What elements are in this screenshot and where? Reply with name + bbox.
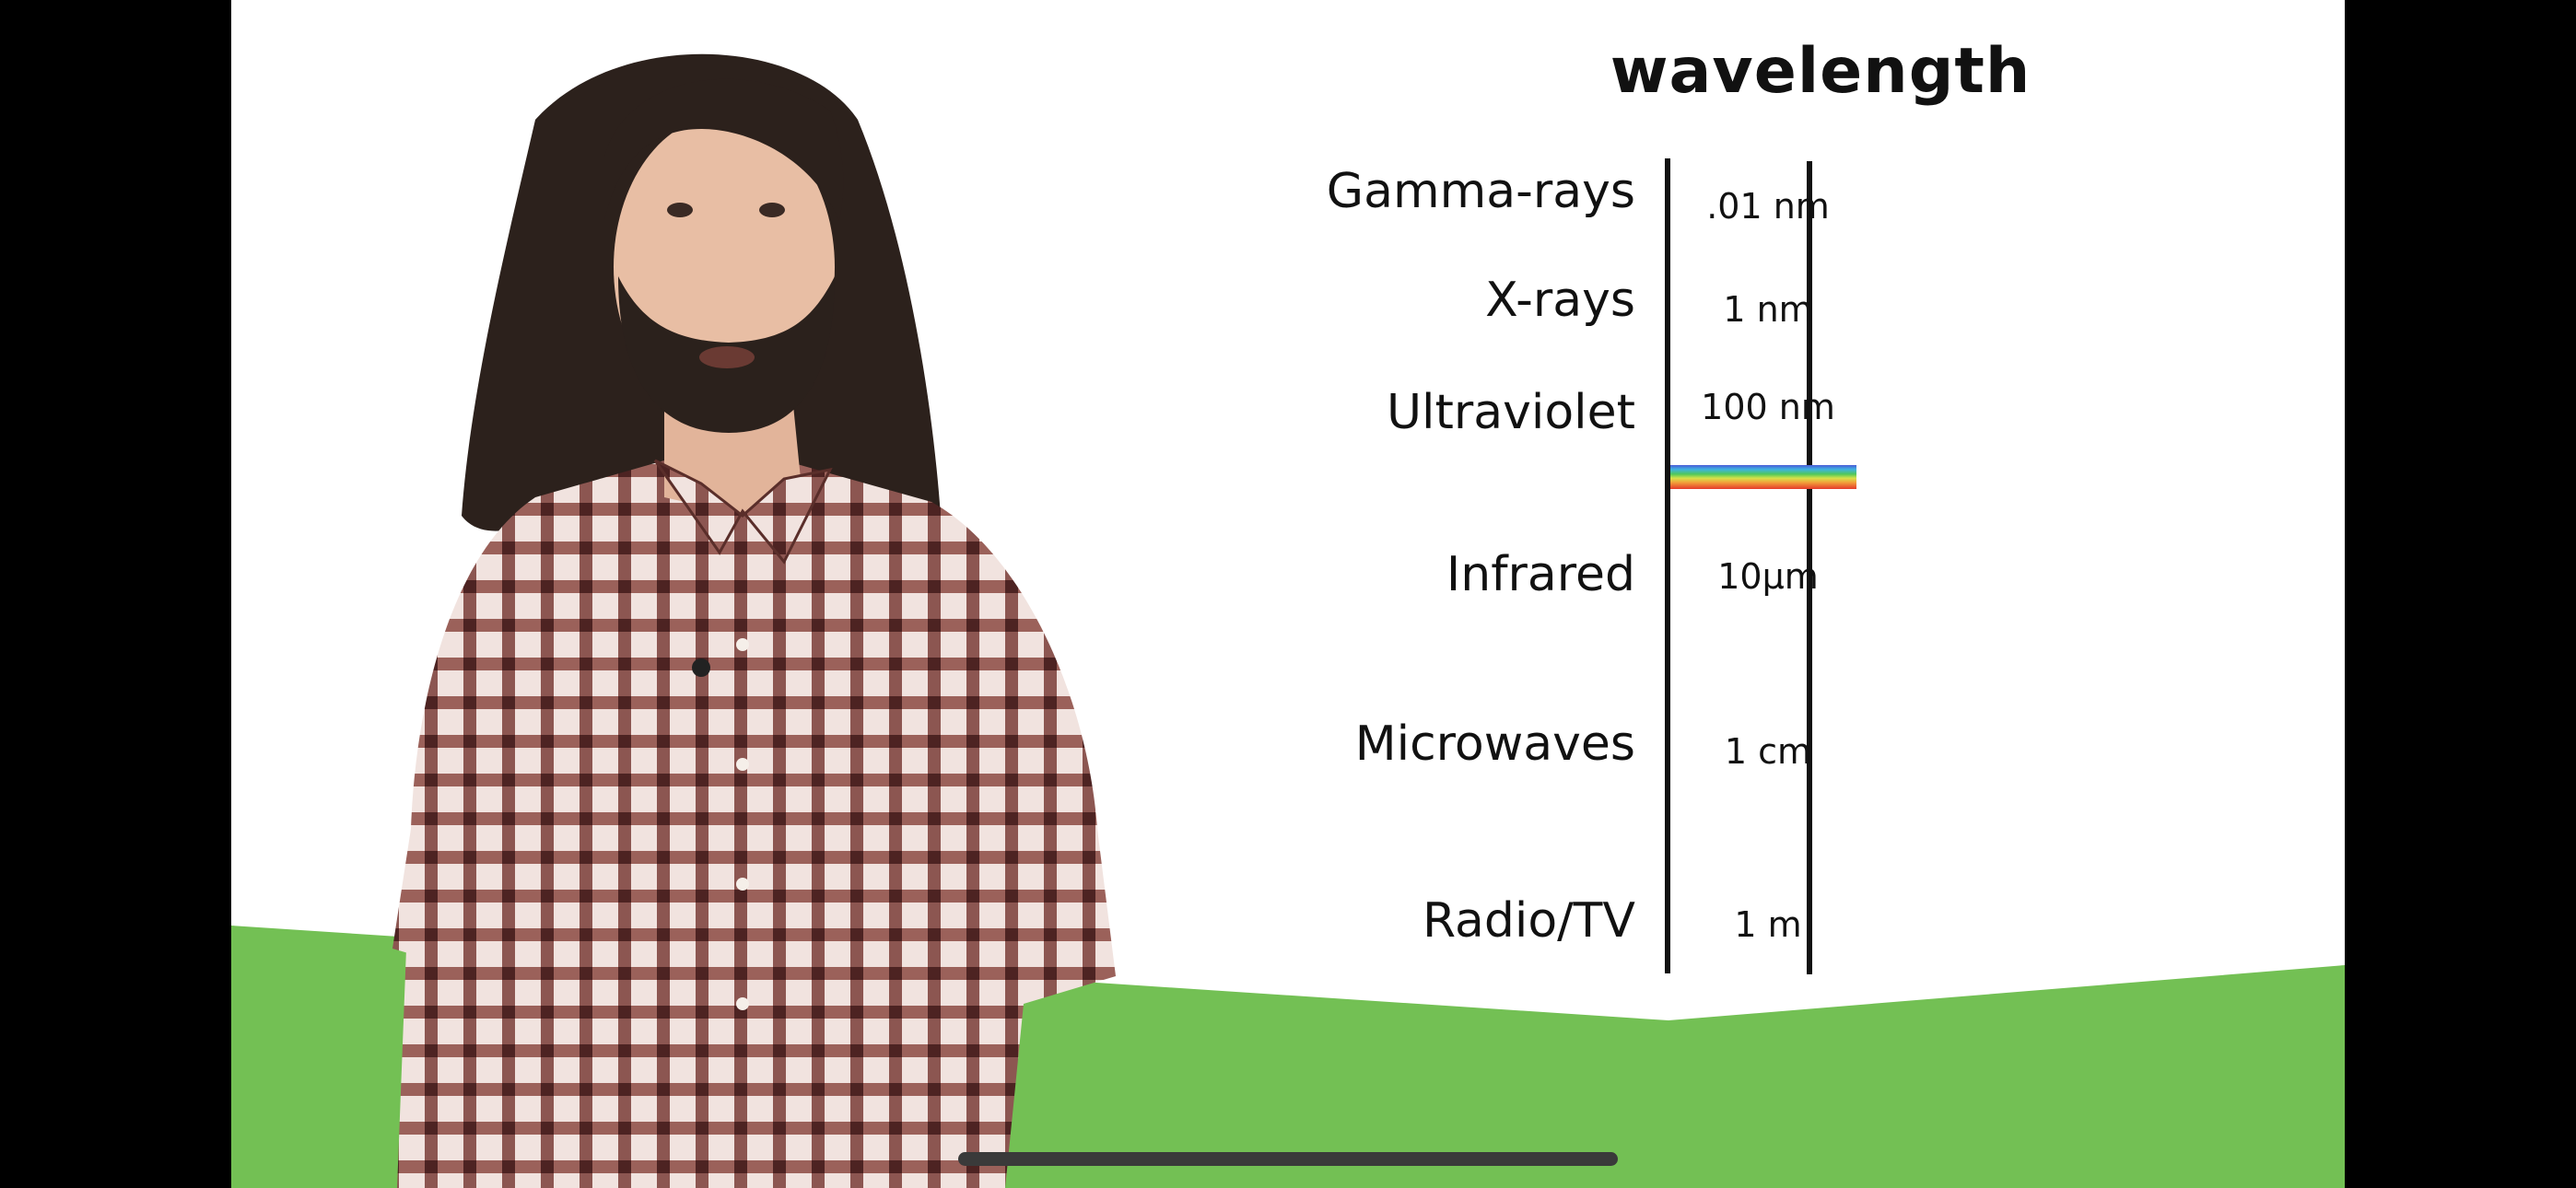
scale-right-line-upper (1807, 161, 1812, 468)
band-label-microwaves: Microwaves (1354, 716, 1635, 772)
band-label-radio-tv: Radio/TV (1423, 893, 1635, 949)
visible-light-band (1670, 465, 1856, 489)
band-value-radio-tv: 1 m (1734, 904, 1802, 945)
home-indicator[interactable] (958, 1152, 1618, 1166)
band-label-ultraviolet: Ultraviolet (1386, 385, 1635, 440)
band-label-x-rays: X-rays (1485, 273, 1635, 328)
band-value-ultraviolet: 100 nm (1701, 387, 1835, 427)
band-value-gamma-rays: .01 nm (1706, 186, 1830, 227)
band-value-x-rays: 1 nm (1723, 289, 1813, 330)
band-value-infrared: 10µm (1717, 556, 1819, 597)
band-value-microwaves: 1 cm (1724, 731, 1812, 772)
slide-title: wavelength (1610, 35, 2032, 108)
band-label-gamma-rays: Gamma-rays (1326, 164, 1635, 219)
video-frame[interactable]: wavelength Gamma-rays X-rays Ultraviolet… (231, 0, 2345, 1188)
scale-left-line (1665, 158, 1670, 973)
band-label-infrared: Infrared (1446, 547, 1635, 602)
scale-right-line-lower (1807, 486, 1812, 974)
presenter-figure (392, 53, 1116, 1188)
